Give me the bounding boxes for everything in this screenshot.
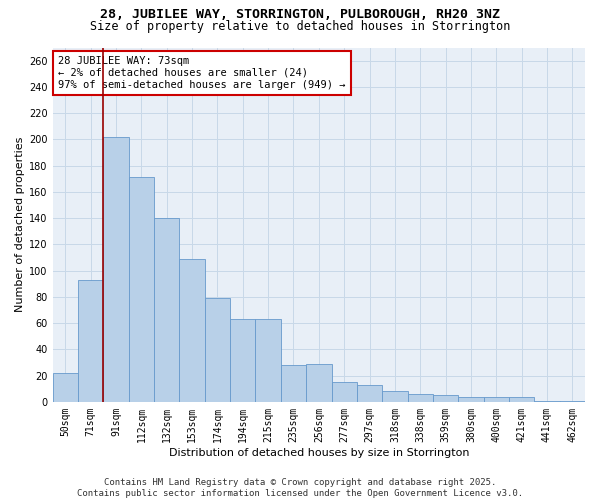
Bar — [357, 385, 382, 402]
Bar — [560, 400, 585, 402]
Bar — [256, 319, 281, 402]
Bar — [154, 218, 179, 402]
Y-axis label: Number of detached properties: Number of detached properties — [15, 137, 25, 312]
Bar — [433, 396, 458, 402]
Bar — [103, 136, 129, 402]
Bar — [281, 365, 306, 402]
Bar — [78, 280, 103, 402]
Bar — [230, 319, 256, 402]
Bar — [129, 178, 154, 402]
Text: 28 JUBILEE WAY: 73sqm
← 2% of detached houses are smaller (24)
97% of semi-detac: 28 JUBILEE WAY: 73sqm ← 2% of detached h… — [58, 56, 346, 90]
Bar — [205, 298, 230, 402]
Bar — [306, 364, 332, 402]
Text: Contains HM Land Registry data © Crown copyright and database right 2025.
Contai: Contains HM Land Registry data © Crown c… — [77, 478, 523, 498]
Bar — [179, 259, 205, 402]
Text: Size of property relative to detached houses in Storrington: Size of property relative to detached ho… — [90, 20, 510, 33]
Bar — [53, 373, 78, 402]
Bar — [407, 394, 433, 402]
Bar — [535, 400, 560, 402]
X-axis label: Distribution of detached houses by size in Storrington: Distribution of detached houses by size … — [169, 448, 469, 458]
Bar — [509, 396, 535, 402]
Bar — [332, 382, 357, 402]
Bar — [484, 396, 509, 402]
Bar — [458, 396, 484, 402]
Bar — [382, 392, 407, 402]
Text: 28, JUBILEE WAY, STORRINGTON, PULBOROUGH, RH20 3NZ: 28, JUBILEE WAY, STORRINGTON, PULBOROUGH… — [100, 8, 500, 20]
